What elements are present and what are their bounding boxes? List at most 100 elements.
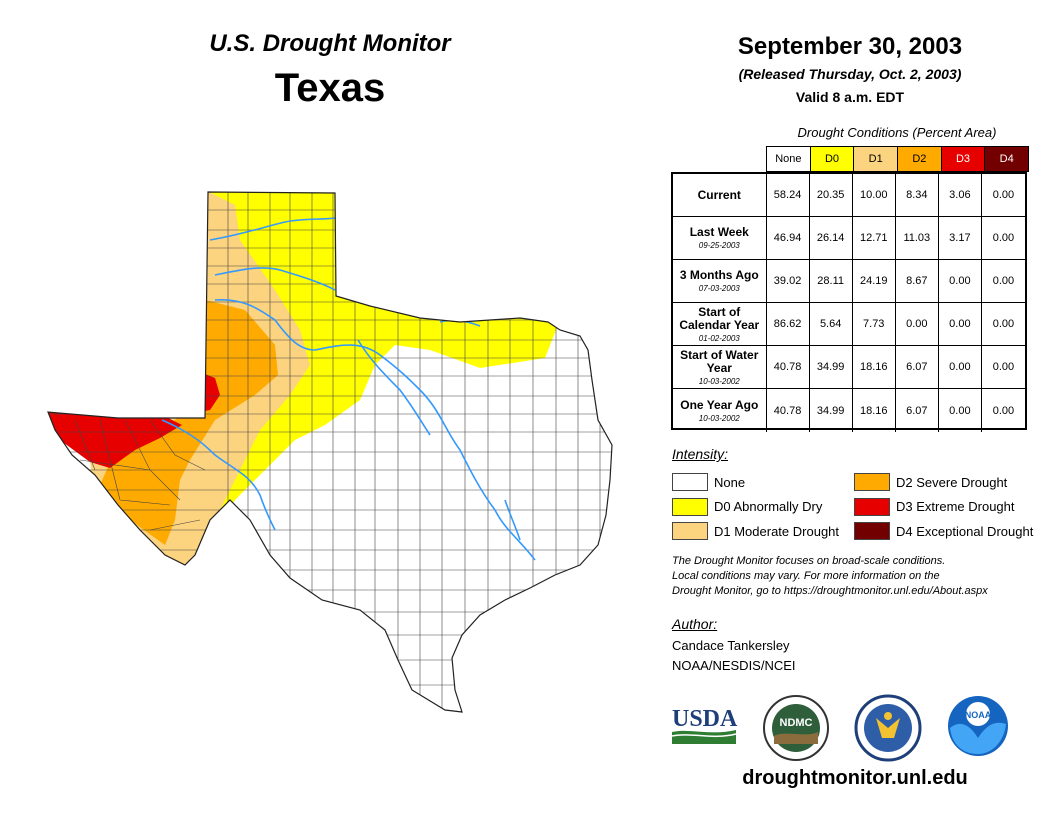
table-cell: 6.07 <box>896 389 939 432</box>
table-row: 3 Months Ago 07-03-2003 39.02 28.11 24.19 8.6… <box>673 260 1025 303</box>
legend-label: D3 Extreme Drought <box>896 499 1015 515</box>
state-title: Texas <box>274 66 386 110</box>
legend-swatch <box>854 473 890 492</box>
table-cell: 8.34 <box>896 174 939 216</box>
column-header-none: None <box>766 146 811 172</box>
table-header: None D0 D1 D2 D3 D4 <box>766 146 1030 172</box>
table-cell: 18.16 <box>853 389 896 432</box>
row-label-text: Last Week <box>689 225 749 239</box>
rivers <box>161 217 536 561</box>
table-cell: 0.00 <box>939 389 982 432</box>
legend-swatch <box>672 497 708 516</box>
table-cell: 46.94 <box>767 217 810 259</box>
column-header-d3: D3 <box>940 146 986 172</box>
row-label: One Year Ago 10-03-2002 <box>673 389 767 432</box>
table-cell: 86.62 <box>767 303 810 345</box>
table-caption: Drought Conditions (Percent Area) <box>797 125 997 140</box>
row-label-text: Start of Calendar Year <box>679 304 760 332</box>
table-row: Current 58.24 20.35 10.00 8.34 3.06 0.00 <box>673 174 1025 217</box>
author-name: Candace Tankersley <box>672 638 790 653</box>
table-cell: 0.00 <box>992 361 1015 373</box>
row-label-text: One Year Ago <box>680 397 759 412</box>
map-date: September 30, 2003 <box>737 33 963 60</box>
legend-swatch <box>672 473 708 492</box>
table-cell: 7.73 <box>853 303 896 345</box>
table-cell: 0.00 <box>939 303 982 345</box>
legend-label: D0 Abnormally Dry <box>714 499 823 515</box>
table-cell: 3.06 <box>939 174 982 216</box>
table-cell: 0.00 <box>896 303 939 345</box>
table-cell: 6.07 <box>896 346 939 388</box>
legend-label: D4 Exceptional Drought <box>896 523 1034 539</box>
table-cell: 28.11 <box>810 260 853 302</box>
table-cell: 18.16 <box>853 346 896 388</box>
commerce-seal-logo <box>854 694 922 762</box>
row-label-text: Start of Water Year <box>680 347 759 375</box>
legend-item: None <box>672 470 852 495</box>
table-cell: 34.99 <box>810 346 853 388</box>
legend-item: D1 Moderate Drought <box>672 519 852 544</box>
row-label: 3 Months Ago 07-03-2003 <box>673 260 767 302</box>
monitor-title: U.S. Drought Monitor <box>209 30 451 57</box>
region-d2 <box>100 300 278 545</box>
legend-label: D2 Severe Drought <box>896 474 1008 490</box>
table-cell: 39.02 <box>767 260 810 302</box>
table-row: Start of Water Year 10-03-2002 40.78 34.99 1… <box>673 346 1025 389</box>
table-cell: 12.71 <box>853 217 896 259</box>
ndmc-logo-text: NDMC <box>780 717 813 729</box>
table-cell: 0.00 <box>939 260 982 302</box>
legend-swatch <box>672 522 708 541</box>
table-row: Start of Calendar Year 01-02-2003 86.62 5.6… <box>673 303 1025 346</box>
row-date: 07-03-2003 <box>698 284 740 293</box>
usda-logo: USDA <box>671 706 738 744</box>
table-cell: 0.00 <box>992 232 1015 244</box>
table-cell: 0.00 <box>992 189 1015 201</box>
table-cell: 8.67 <box>896 260 939 302</box>
row-date: 10-03-2002 <box>698 376 740 386</box>
table-cell: 5.64 <box>810 303 853 345</box>
disclaimer-note: The Drought Monitor focuses on broad-sca… <box>672 554 1052 599</box>
note-line: Local conditions may vary. For more info… <box>672 570 940 582</box>
row-date: 09-25-2003 <box>698 241 740 250</box>
texas-drought-map <box>47 191 613 713</box>
legend-column-left: None D0 Abnormally Dry D1 Moderate Drought <box>672 470 852 544</box>
table-cell: 58.24 <box>767 174 810 216</box>
note-line: Drought Monitor, go to https://droughtmo… <box>672 585 988 597</box>
column-header-d2: D2 <box>897 146 942 172</box>
table-cell: 24.19 <box>853 260 896 302</box>
valid-time: Valid 8 a.m. EDT <box>795 89 905 105</box>
note-line: The Drought Monitor focuses on broad-sca… <box>672 555 946 567</box>
table-row: Last Week 09-25-2003 46.94 26.14 12.71 11.03 3… <box>673 217 1025 260</box>
column-header-d4: D4 <box>984 146 1030 172</box>
table-cell: 0.00 <box>992 404 1015 417</box>
table-cell: 10.00 <box>853 174 896 216</box>
column-header-d0: D0 <box>809 146 855 172</box>
table-cell: 11.03 <box>896 217 939 259</box>
legend-item: D0 Abnormally Dry <box>672 495 852 520</box>
column-header-d1: D1 <box>853 146 899 172</box>
author-label: Author: <box>672 616 718 632</box>
legend-column-right: D2 Severe Drought D3 Extreme Drought D4 Ex… <box>854 470 1054 544</box>
legend-item: D3 Extreme Drought <box>854 495 1054 520</box>
table-row: One Year Ago 10-03-2002 40.78 34.99 18.16 6.0… <box>673 389 1025 432</box>
ndmc-logo: NDMC <box>763 695 829 761</box>
footer-url[interactable]: droughtmonitor.unl.edu <box>742 767 968 789</box>
table-cell: 3.17 <box>939 217 982 259</box>
noaa-logo: NOAA <box>948 696 1008 756</box>
row-label-text: 3 Months Ago <box>679 268 759 282</box>
table-cell: 40.78 <box>767 389 810 432</box>
legend-swatch <box>854 522 890 541</box>
legend-item: D4 Exceptional Drought <box>854 519 1054 544</box>
usda-logo-text: USDA <box>672 706 738 732</box>
row-date: 01-02-2003 <box>698 333 740 343</box>
table-cell: 40.78 <box>767 346 810 388</box>
conditions-table: Current 58.24 20.35 10.00 8.34 3.06 0.00 Last W… <box>671 172 1027 432</box>
legend-swatch <box>854 497 890 516</box>
table-cell: 0.00 <box>992 318 1015 330</box>
table-cell: 0.00 <box>992 275 1015 287</box>
legend-item: D2 Severe Drought <box>854 470 1054 495</box>
row-label: Start of Calendar Year 01-02-2003 <box>673 303 767 345</box>
table-cell: 26.14 <box>810 217 853 259</box>
legend-title: Intensity: <box>672 446 729 462</box>
table-cell: 20.35 <box>810 174 853 216</box>
